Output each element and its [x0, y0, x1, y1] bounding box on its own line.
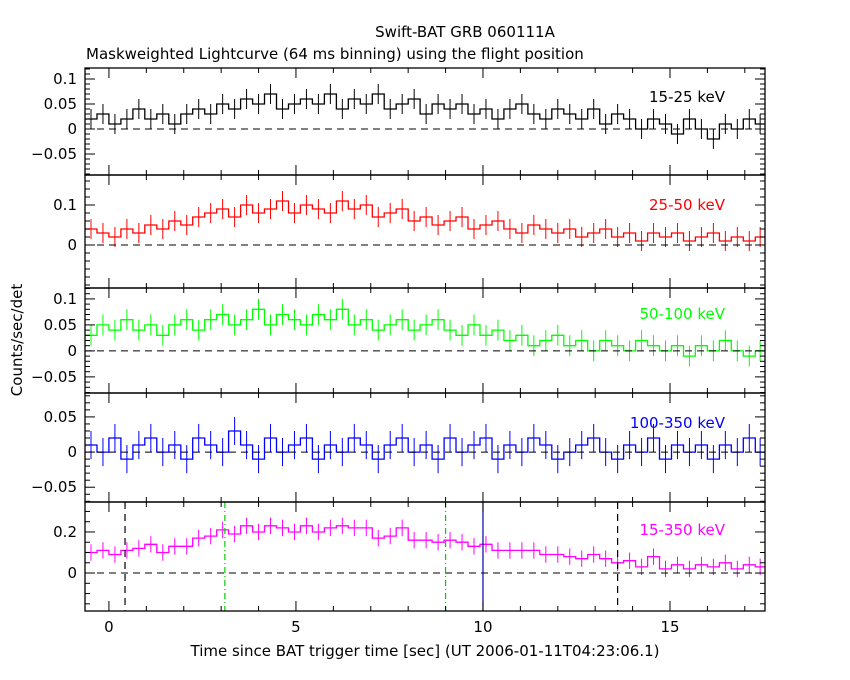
panel-frame	[84, 287, 766, 394]
energy-band-label: 15-350 keV	[639, 521, 725, 539]
y-tick-label: 0	[67, 236, 77, 254]
y-axis-label: Counts/sec/det	[8, 284, 26, 397]
y-tick-label: 0.1	[53, 290, 77, 308]
y-tick-label: 0.1	[53, 70, 77, 88]
panel-frame	[84, 501, 766, 612]
chart-subtitle: Maskweighted Lightcurve (64 ms binning) …	[86, 45, 584, 63]
x-tick-label: 0	[104, 618, 114, 636]
y-tick-label: 0.05	[44, 95, 77, 113]
y-tick-label: 0	[67, 564, 77, 582]
energy-band-label: 25-50 keV	[649, 196, 726, 214]
y-tick-label: 0.2	[53, 523, 77, 541]
lightcurve-series	[85, 525, 765, 570]
x-tick-label: 5	[291, 618, 301, 636]
panel-50-100-kev: 0.1 0.05 0 −0.05 50-100 keV	[31, 287, 766, 394]
y-tick-label: 0	[67, 342, 77, 360]
x-axis-label: Time since BAT trigger time [sec] (UT 20…	[190, 642, 660, 660]
energy-band-label: 50-100 keV	[639, 305, 725, 323]
y-tick-label: 0.05	[44, 316, 77, 334]
y-tick-label: 0.05	[44, 408, 77, 426]
lightcurve-series	[85, 200, 765, 242]
lightcurve-series	[85, 430, 765, 460]
y-tick-label: 0	[67, 120, 77, 138]
panel-25-50-kev: 0.1 0 25-50 keV	[53, 174, 766, 289]
lightcurve-series	[85, 308, 765, 357]
panel-100-350-kev: 0.05 0 −0.05 100-350 keV	[31, 392, 766, 503]
y-tick-label: 0	[67, 443, 77, 461]
y-tick-label: −0.05	[31, 478, 77, 496]
panel-15-25-kev: 0.1 0.05 0 −0.05 15-25 keV	[31, 67, 766, 176]
lightcurve-series	[85, 93, 765, 140]
panel-15-350-kev: 0.2 0 15-350 keV	[53, 501, 766, 612]
y-tick-label: −0.05	[31, 368, 77, 386]
chart-title: Swift-BAT GRB 060111A	[375, 23, 555, 41]
y-tick-label: 0.1	[53, 196, 77, 214]
x-tick-label: 10	[473, 618, 492, 636]
energy-band-label: 15-25 keV	[649, 88, 726, 106]
energy-band-label: 100-350 keV	[630, 414, 726, 432]
x-tick-label: 15	[660, 618, 679, 636]
y-tick-label: −0.05	[31, 145, 77, 163]
